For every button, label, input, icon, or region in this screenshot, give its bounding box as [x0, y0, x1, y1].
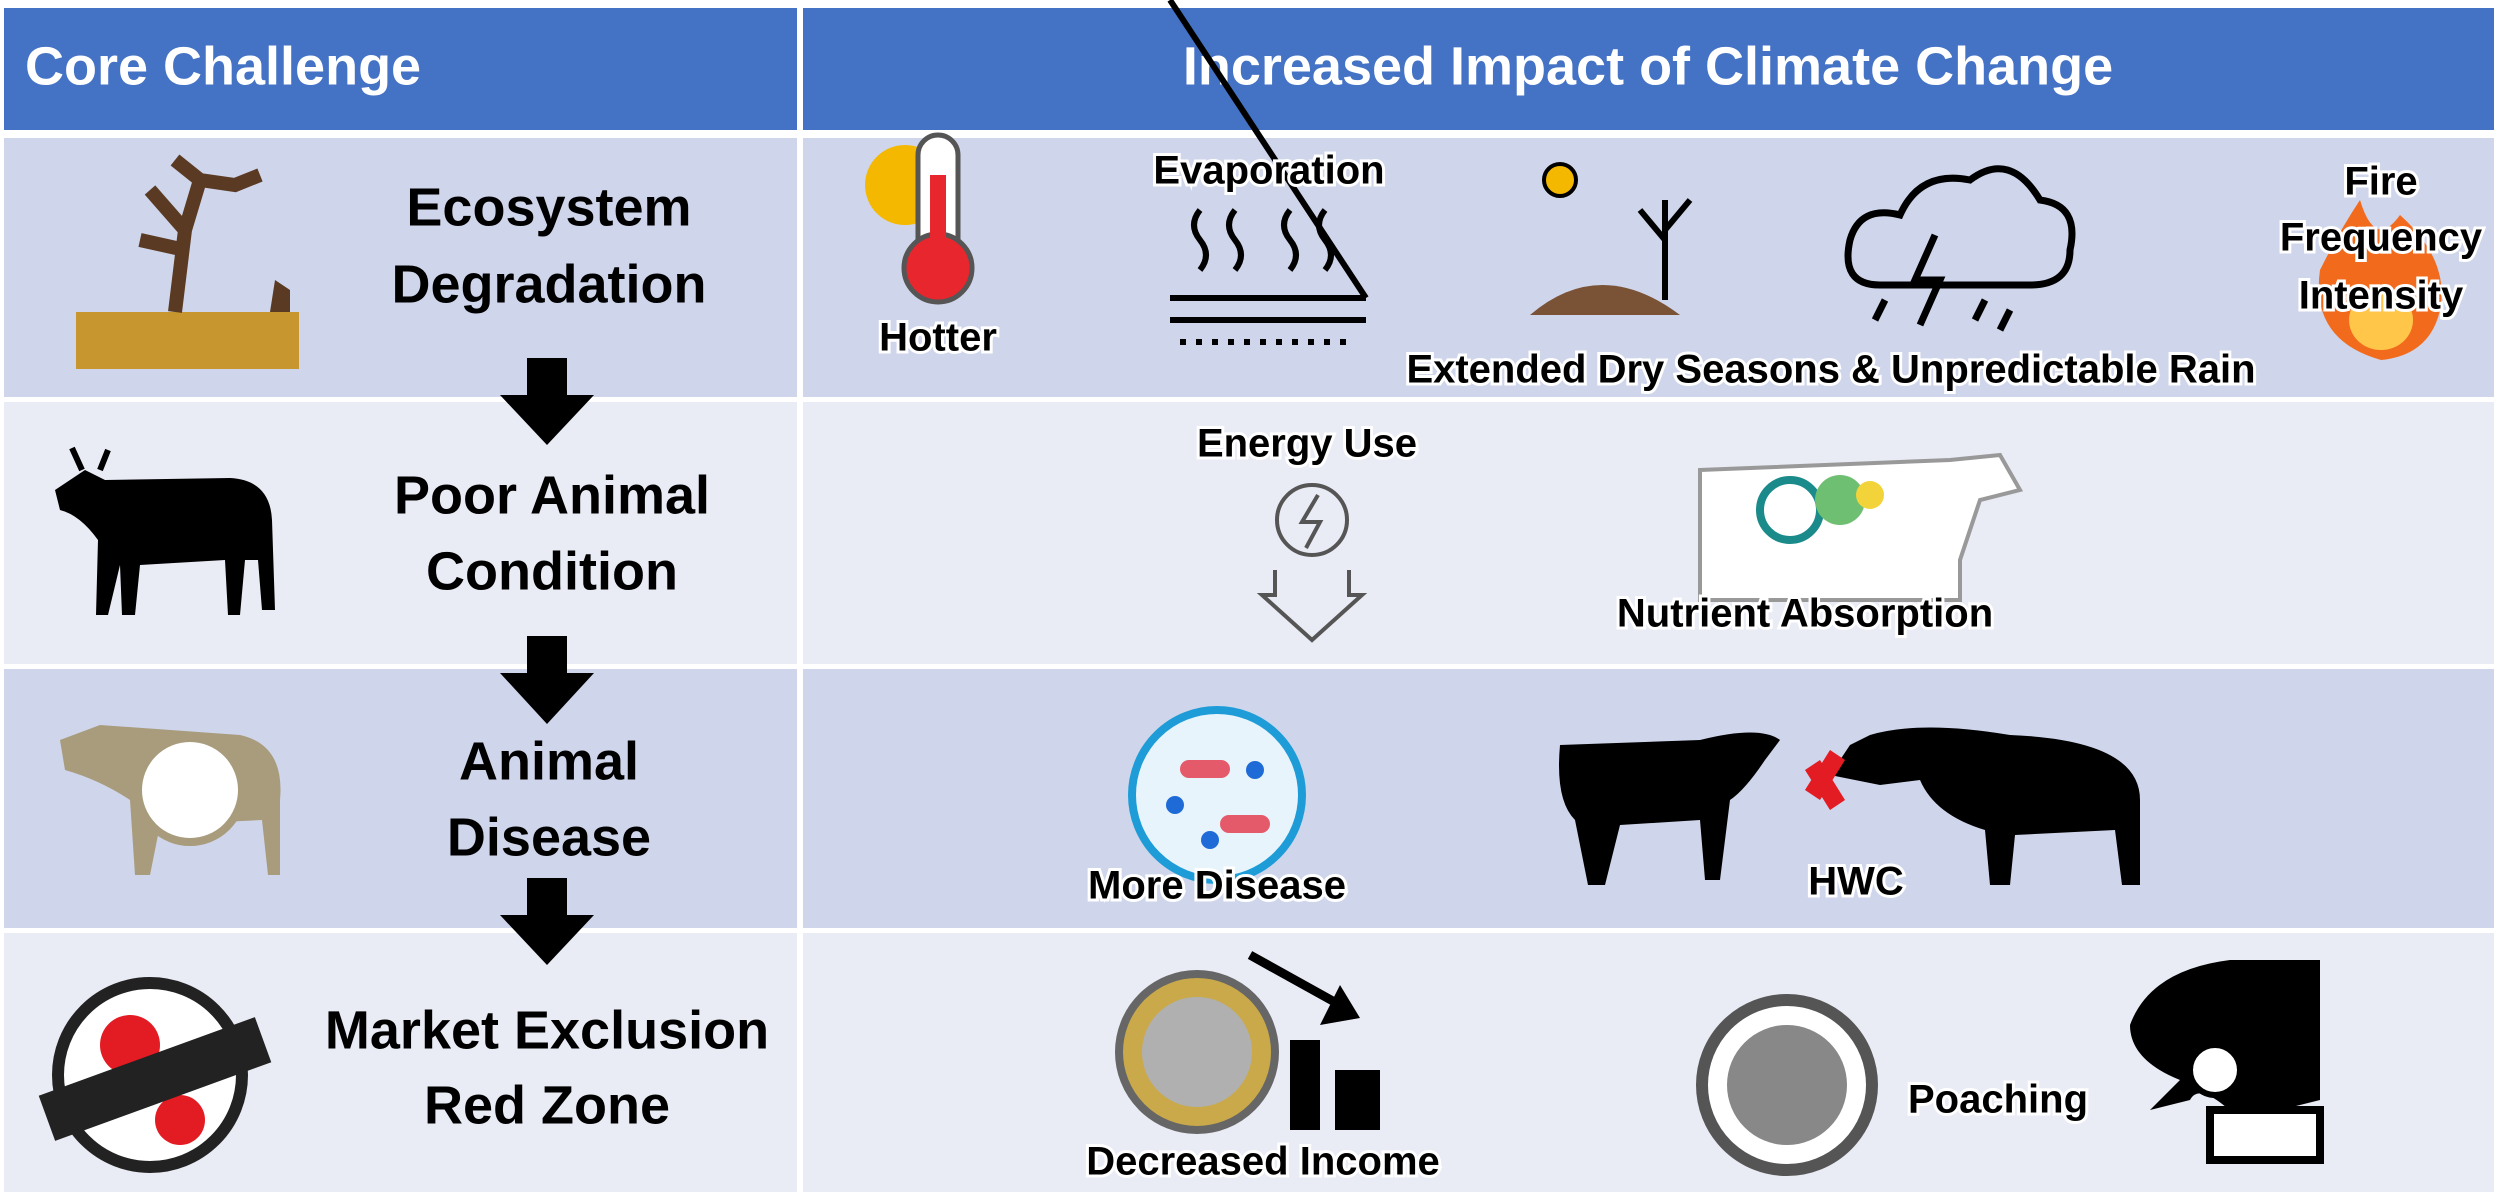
elephant-target-icon: [1702, 1000, 1872, 1170]
challenge-text: Poor Animal: [394, 465, 710, 525]
header-right: Increased Impact of Climate Change: [1183, 36, 2113, 96]
impact-label: Fire: [2344, 160, 2417, 204]
impact-label: Extended Dry Seasons & Unpredictable Rai…: [1406, 348, 2255, 392]
impact-label: Energy Use: [1197, 422, 1417, 466]
challenge-text: Ecosystem: [406, 177, 691, 237]
impact-label: Poaching: [1908, 1078, 2088, 1122]
row-cell: [4, 669, 797, 928]
impact-label: Hotter: [879, 316, 997, 360]
impact-label: Frequency: [2280, 216, 2483, 260]
impact-label: HWC: [1808, 860, 1904, 904]
challenge-text: Market Exclusion: [325, 1000, 769, 1060]
challenge-text: Condition: [426, 541, 678, 601]
challenge-text: Degradation: [391, 254, 706, 314]
impact-label: Evaporation: [1153, 149, 1384, 193]
slide: Core Challenge Increased Impact of Clima…: [0, 0, 2494, 1192]
impact-label: Decreased Income: [1086, 1140, 1440, 1184]
impact-label: More Disease: [1088, 864, 1346, 908]
challenge-text: Animal: [459, 731, 639, 791]
challenge-text: Disease: [447, 807, 651, 867]
impact-label: Nutrient Absorption: [1617, 592, 1993, 636]
impact-label: Intensity: [2299, 274, 2464, 318]
bacteria-icon: [1132, 710, 1302, 880]
header-left: Core Challenge: [25, 36, 421, 96]
challenge-text: Red Zone: [424, 1075, 670, 1135]
